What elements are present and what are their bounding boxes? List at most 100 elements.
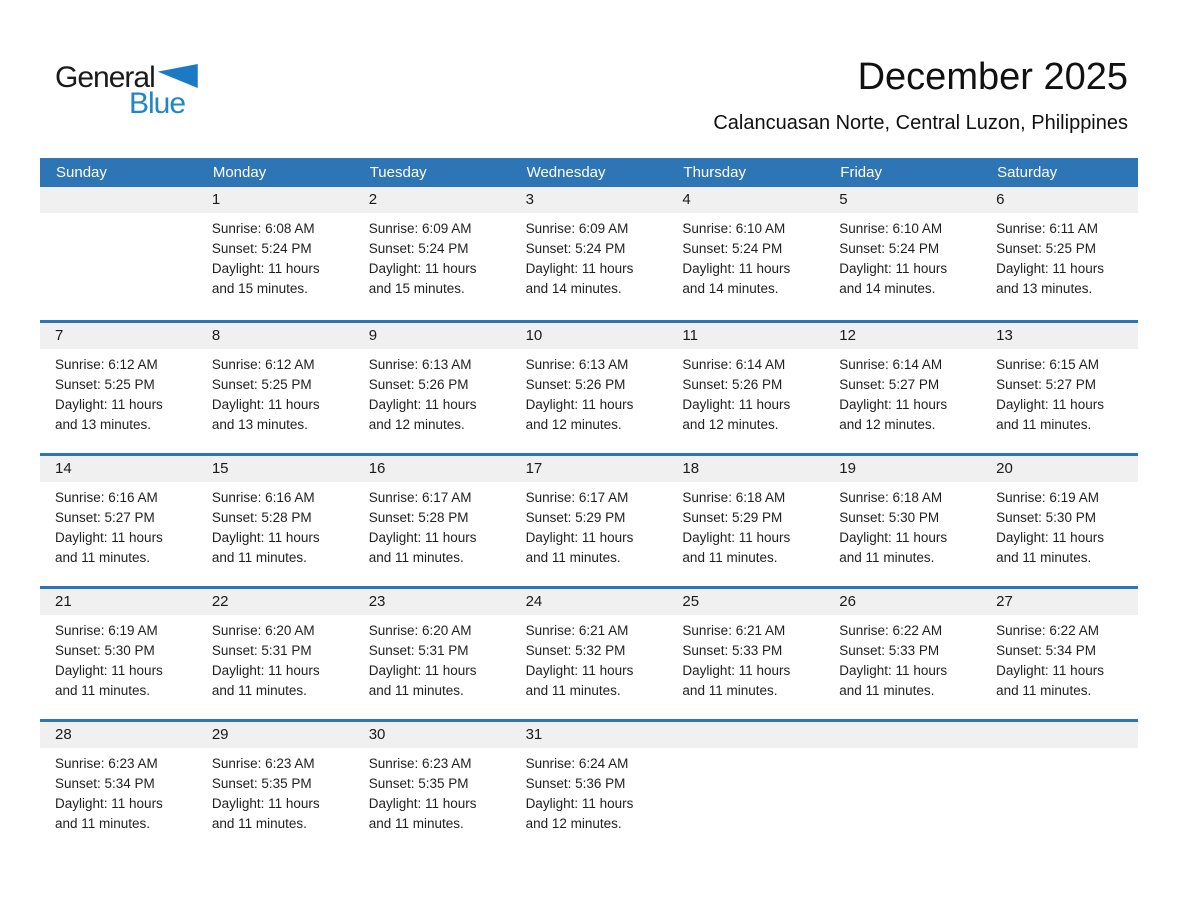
day-cell: Sunrise: 6:16 AM Sunset: 5:28 PM Daylight:… (197, 482, 354, 568)
daylight-text: Daylight: 11 hours and 11 minutes. (368, 796, 477, 831)
daylight-text: Daylight: 11 hours and 11 minutes. (55, 796, 163, 831)
daylight-text: Daylight: 11 hours and 11 minutes. (525, 663, 634, 698)
day-number (40, 187, 197, 213)
daylight-text: Daylight: 11 hours and 11 minutes. (682, 663, 791, 698)
day-cell: Sunrise: 6:13 AM Sunset: 5:26 PM Daylight:… (511, 349, 668, 435)
daylight-text: Daylight: 11 hours and 11 minutes. (211, 796, 320, 831)
day-number: 25 (682, 593, 700, 610)
sunset-text: Sunset: 5:30 PM (996, 510, 1096, 525)
day-details-row: Sunrise: 6:19 AM Sunset: 5:30 PM Daylight:… (40, 615, 1138, 701)
sunset-text: Sunset: 5:33 PM (839, 643, 940, 658)
sunrise-text: Sunrise: 6:21 AM (682, 623, 786, 638)
day-number-band: 21 22 23 24 25 26 27 (40, 589, 1138, 615)
day-details-row: Sunrise: 6:23 AM Sunset: 5:34 PM Daylight:… (40, 748, 1138, 834)
sunrise-text: Sunrise: 6:13 AM (525, 357, 629, 372)
day-cell: Sunrise: 6:10 AM Sunset: 5:24 PM Daylight:… (667, 213, 824, 299)
day-number (667, 722, 824, 748)
daylight-text: Daylight: 11 hours and 14 minutes. (839, 261, 948, 296)
daylight-text: Daylight: 11 hours and 12 minutes. (682, 397, 791, 432)
daylight-text: Daylight: 11 hours and 11 minutes. (211, 663, 320, 698)
sunrise-text: Sunrise: 6:16 AM (211, 490, 315, 505)
day-number: 15 (211, 460, 229, 477)
daylight-text: Daylight: 11 hours and 11 minutes. (525, 530, 634, 565)
daylight-text: Daylight: 11 hours and 11 minutes. (996, 397, 1104, 432)
sunset-text: Sunset: 5:30 PM (55, 643, 155, 658)
sunrise-text: Sunrise: 6:18 AM (682, 490, 786, 505)
day-cell: Sunrise: 6:13 AM Sunset: 5:26 PM Daylight:… (354, 349, 511, 435)
day-number: 31 (525, 726, 543, 743)
day-number: 24 (525, 593, 543, 610)
sunrise-text: Sunrise: 6:16 AM (55, 490, 158, 505)
day-cell: Sunrise: 6:14 AM Sunset: 5:26 PM Daylight:… (667, 349, 824, 435)
sunrise-text: Sunrise: 6:23 AM (368, 756, 472, 771)
day-number (824, 722, 981, 748)
day-number: 28 (55, 726, 72, 743)
day-number: 4 (682, 191, 691, 208)
sunrise-text: Sunrise: 6:23 AM (211, 756, 315, 771)
day-number: 9 (368, 327, 378, 344)
page-subtitle: Calancuasan Norte, Central Luzon, Philip… (713, 112, 1128, 134)
sunset-text: Sunset: 5:34 PM (996, 643, 1096, 658)
sunrise-text: Sunrise: 6:12 AM (55, 357, 158, 372)
week-row: 14 15 16 17 18 19 20 Sunrise: 6:16 AM Sunset: 5:… (40, 453, 1138, 586)
sunrise-text: Sunrise: 6:19 AM (996, 490, 1099, 505)
day-cell: Sunrise: 6:20 AM Sunset: 5:31 PM Daylight:… (197, 615, 354, 701)
sunrise-text: Sunrise: 6:17 AM (525, 490, 629, 505)
sunrise-text: Sunrise: 6:19 AM (55, 623, 158, 638)
sunrise-text: Sunrise: 6:20 AM (368, 623, 472, 638)
sunset-text: Sunset: 5:25 PM (211, 377, 312, 392)
day-number: 16 (368, 460, 386, 477)
sunset-text: Sunset: 5:27 PM (55, 510, 155, 525)
sunset-text: Sunset: 5:31 PM (368, 643, 469, 658)
day-number: 3 (525, 191, 534, 208)
day-cell: Sunrise: 6:21 AM Sunset: 5:33 PM Daylight:… (667, 615, 824, 701)
sunrise-text: Sunrise: 6:23 AM (55, 756, 158, 771)
sunrise-text: Sunrise: 6:14 AM (682, 357, 786, 372)
page-title: December 2025 (857, 56, 1128, 98)
day-number: 23 (368, 593, 386, 610)
day-cell: Sunrise: 6:19 AM Sunset: 5:30 PM Daylight:… (981, 482, 1138, 568)
day-cell: Sunrise: 6:12 AM Sunset: 5:25 PM Daylight:… (40, 349, 197, 435)
day-details-row: Sunrise: 6:12 AM Sunset: 5:25 PM Daylight:… (40, 349, 1138, 435)
sunset-text: Sunset: 5:32 PM (525, 643, 626, 658)
daylight-text: Daylight: 11 hours and 14 minutes. (525, 261, 634, 296)
day-number: 22 (211, 593, 229, 610)
sunset-text: Sunset: 5:31 PM (211, 643, 312, 658)
day-number-band: 14 15 16 17 18 19 20 (40, 456, 1138, 482)
day-number: 2 (368, 191, 378, 208)
daylight-text: Daylight: 11 hours and 11 minutes. (55, 530, 163, 565)
sunset-text: Sunset: 5:28 PM (211, 510, 312, 525)
day-number: 13 (996, 327, 1013, 344)
day-details-row: Sunrise: 6:08 AM Sunset: 5:24 PM Daylight:… (40, 213, 1138, 299)
daylight-text: Daylight: 11 hours and 13 minutes. (996, 261, 1104, 296)
day-cell: Sunrise: 6:19 AM Sunset: 5:30 PM Daylight:… (40, 615, 197, 701)
weekday-label: Wednesday (526, 164, 606, 181)
day-cell: Sunrise: 6:18 AM Sunset: 5:30 PM Daylight:… (824, 482, 981, 568)
day-number: 7 (55, 327, 64, 344)
calendar-body: 1 2 3 4 5 6 Sunrise: 6:08 AM Sunset: 5:24 PM Day… (40, 187, 1138, 852)
weekday-header-row: Sunday Monday Tuesday Wednesday Thursday Frid… (40, 158, 1138, 187)
sunrise-text: Sunrise: 6:17 AM (368, 490, 472, 505)
daylight-text: Daylight: 11 hours and 12 minutes. (368, 397, 477, 432)
sunrise-text: Sunrise: 6:14 AM (839, 357, 943, 372)
day-number (981, 722, 1138, 748)
sunset-text: Sunset: 5:27 PM (839, 377, 940, 392)
day-number: 27 (996, 593, 1013, 610)
weekday-label: Monday (212, 164, 267, 181)
weekday-label: Thursday (683, 164, 746, 181)
day-cell: Sunrise: 6:14 AM Sunset: 5:27 PM Daylight:… (824, 349, 981, 435)
day-details-row: Sunrise: 6:16 AM Sunset: 5:27 PM Daylight:… (40, 482, 1138, 568)
sunset-text: Sunset: 5:29 PM (682, 510, 783, 525)
day-number: 19 (839, 460, 856, 477)
sunset-text: Sunset: 5:30 PM (839, 510, 940, 525)
sunrise-text: Sunrise: 6:22 AM (996, 623, 1099, 638)
sunset-text: Sunset: 5:29 PM (525, 510, 626, 525)
sunset-text: Sunset: 5:28 PM (368, 510, 469, 525)
day-number: 21 (55, 593, 72, 610)
daylight-text: Daylight: 11 hours and 11 minutes. (996, 530, 1104, 565)
sunset-text: Sunset: 5:24 PM (211, 241, 312, 256)
sunrise-text: Sunrise: 6:11 AM (996, 221, 1098, 236)
weekday-label: Friday (840, 164, 882, 181)
day-cell: Sunrise: 6:23 AM Sunset: 5:34 PM Daylight:… (40, 748, 197, 834)
